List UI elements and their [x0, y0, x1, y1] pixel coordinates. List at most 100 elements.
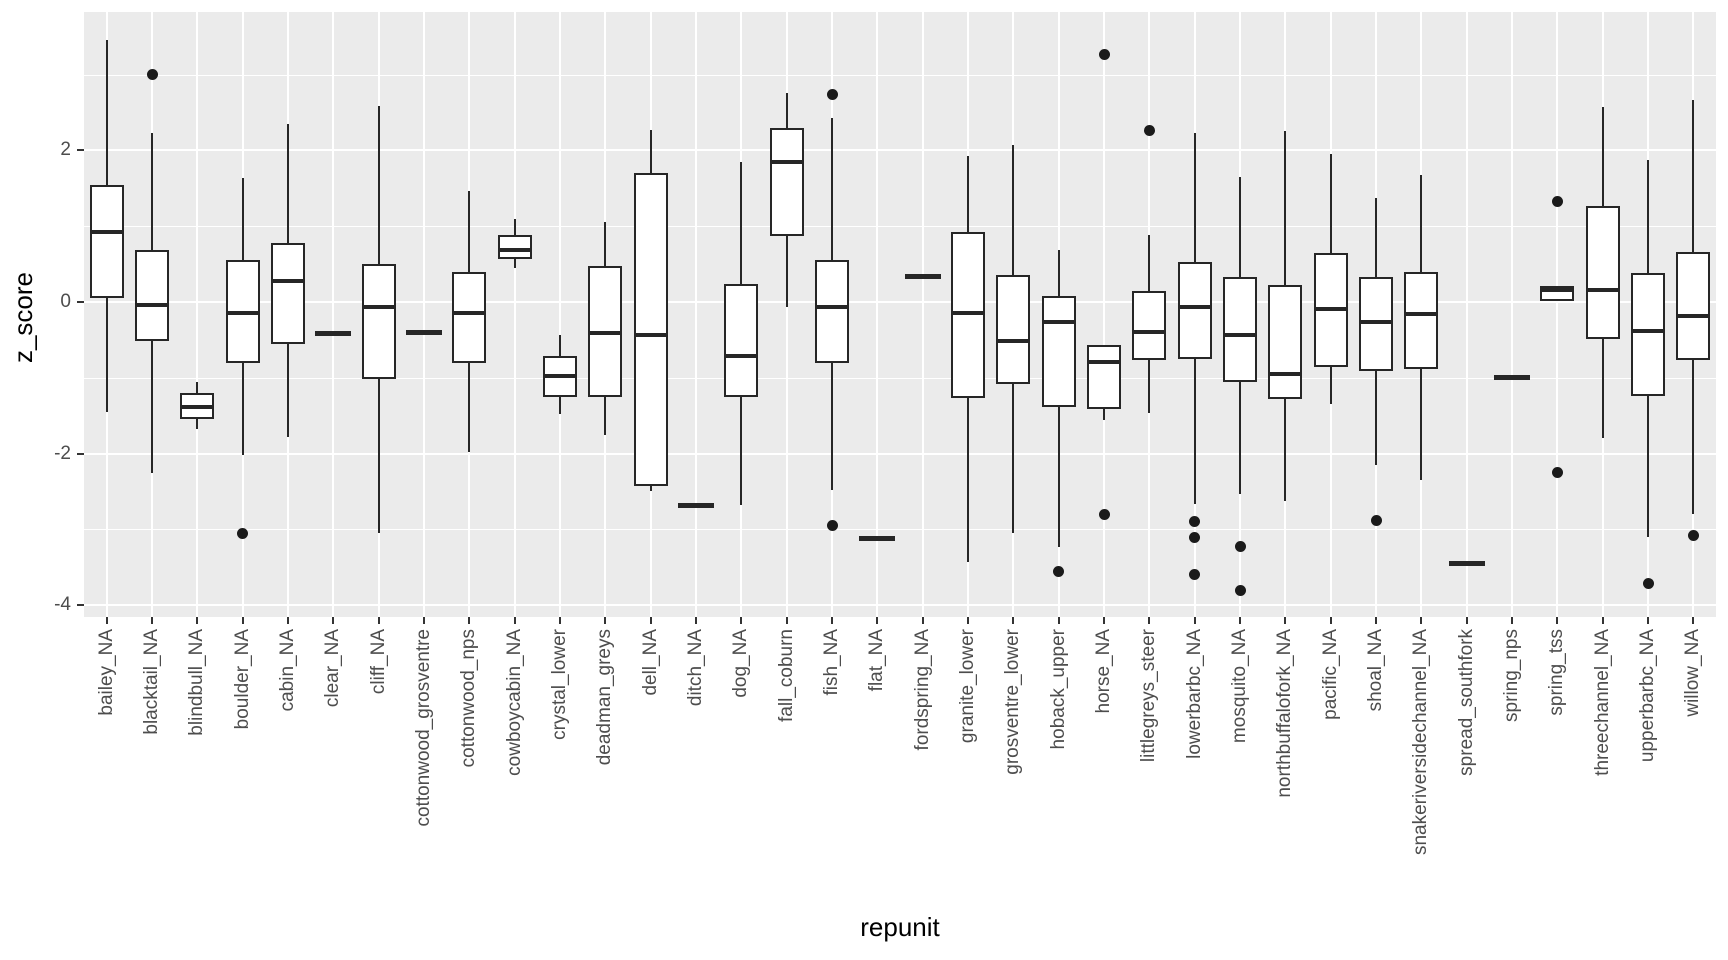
lower-whisker	[105, 298, 108, 412]
y-major-gridline	[84, 452, 1716, 455]
lower-whisker	[196, 419, 199, 430]
x-major-gridline	[332, 12, 335, 617]
x-axis-tick	[604, 617, 607, 624]
median-line	[1631, 328, 1665, 333]
x-major-gridline	[559, 12, 561, 617]
x-axis-tick	[1647, 617, 1649, 624]
outlier-point	[1234, 541, 1246, 553]
median-line	[724, 353, 759, 358]
outlier-point	[1189, 532, 1201, 544]
y-major-gridline	[84, 301, 1716, 303]
upper-whisker	[1329, 154, 1332, 253]
y-axis-tick	[77, 604, 84, 607]
box-iqr	[1676, 251, 1711, 360]
single-value-line	[859, 535, 896, 541]
x-tick-label: boulder_NA	[231, 629, 253, 730]
x-axis-tick	[423, 617, 425, 624]
median-line	[1404, 312, 1439, 317]
upper-whisker	[287, 123, 289, 243]
box-iqr	[1631, 273, 1665, 396]
outlier-point	[1098, 48, 1110, 60]
x-axis-tick	[831, 617, 833, 624]
x-tick-label: ditch_NA	[685, 629, 706, 707]
median-line	[1223, 333, 1257, 338]
x-tick-label: spread_southfork	[1455, 629, 1477, 776]
x-tick-label: shoal_NA	[1365, 629, 1386, 712]
median-line	[1041, 320, 1076, 325]
x-major-gridline	[785, 12, 788, 617]
x-axis-tick	[785, 617, 788, 624]
y-tick-label: 2	[60, 139, 71, 161]
x-axis-tick	[1601, 617, 1604, 624]
x-tick-label: flat_NA	[866, 629, 888, 692]
x-axis-tick	[1511, 617, 1513, 624]
lower-whisker	[468, 362, 471, 453]
x-tick-label: snakeriversidechannel_NA	[1410, 629, 1432, 856]
plot-panel	[84, 12, 1716, 617]
x-axis-tick	[1239, 617, 1241, 624]
median-line	[1540, 287, 1575, 292]
x-tick-label: horse_NA	[1093, 629, 1114, 714]
outlier-point	[826, 88, 838, 100]
outlier-point	[1642, 578, 1654, 590]
median-line	[1087, 359, 1121, 364]
outlier-point	[1189, 515, 1201, 527]
x-tick-label: cottonwood_grosventre	[413, 629, 434, 827]
x-tick-label: littlegreys_steer	[1138, 629, 1160, 763]
median-line	[543, 373, 577, 378]
x-axis-tick	[196, 617, 199, 624]
upper-whisker	[1647, 160, 1649, 274]
box-iqr	[1087, 345, 1121, 409]
upper-whisker	[1692, 99, 1695, 252]
median-line	[89, 229, 124, 234]
upper-whisker	[740, 161, 743, 284]
x-tick-label: clear_NA	[322, 629, 344, 708]
x-axis-tick	[1148, 617, 1151, 624]
y-axis-tick	[77, 301, 84, 303]
median-line	[361, 304, 396, 309]
x-tick-label: bailey_NA	[95, 629, 117, 716]
lower-whisker	[1057, 406, 1060, 547]
median-line	[1359, 320, 1393, 325]
upper-whisker	[785, 92, 788, 128]
box-iqr	[89, 185, 124, 299]
lower-whisker	[1193, 358, 1196, 504]
single-value-line	[904, 274, 941, 280]
x-axis-tick	[921, 617, 924, 624]
median-line	[951, 311, 985, 316]
outlier-point	[1053, 566, 1065, 578]
outlier-point	[1234, 585, 1246, 597]
lower-whisker	[241, 362, 244, 456]
x-tick-label: spring_tss	[1546, 629, 1568, 716]
median-line	[1268, 372, 1303, 376]
x-tick-label: upperbarbc_NA	[1637, 629, 1658, 763]
x-tick-label: mosquito_NA	[1229, 629, 1250, 744]
median-line	[225, 311, 260, 316]
y-minor-gridline	[84, 226, 1716, 228]
y-minor-gridline	[84, 74, 1716, 76]
x-major-gridline	[1511, 12, 1513, 617]
x-axis-tick	[151, 617, 153, 624]
upper-whisker	[967, 155, 969, 232]
lower-whisker	[1239, 381, 1241, 494]
box-iqr	[1268, 285, 1303, 399]
lower-whisker	[831, 362, 833, 490]
x-axis-tick	[1193, 617, 1196, 624]
median-line	[769, 159, 804, 164]
upper-whisker	[1420, 174, 1423, 272]
x-tick-label: cowboycabin_NA	[503, 629, 525, 776]
single-value-line	[1448, 561, 1485, 566]
box-iqr	[497, 235, 532, 259]
y-minor-gridline	[84, 529, 1716, 531]
median-line	[588, 331, 623, 336]
lower-whisker	[1329, 367, 1332, 405]
upper-whisker	[1193, 132, 1196, 262]
x-tick-label: willow_NA	[1682, 629, 1704, 717]
upper-whisker	[649, 129, 652, 174]
x-tick-label: cliff_NA	[367, 629, 389, 695]
median-line	[1585, 287, 1620, 292]
box-iqr	[271, 242, 305, 344]
median-line	[996, 339, 1031, 344]
x-axis-tick	[740, 617, 743, 624]
